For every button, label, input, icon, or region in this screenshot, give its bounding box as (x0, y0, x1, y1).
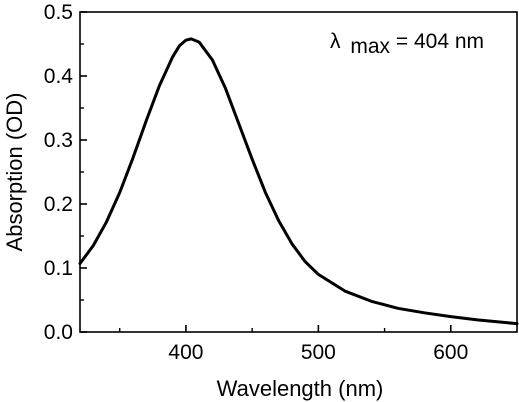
y-tick-label: 0.1 (44, 257, 73, 280)
x-tick-label: 500 (301, 341, 336, 364)
lambda-symbol: λ (330, 30, 341, 53)
lambda-subscript: max (350, 35, 390, 58)
y-tick-label: 0.2 (44, 193, 73, 216)
x-tick-label: 600 (433, 341, 468, 364)
x-axis-ticks: 400 500 600 (119, 325, 468, 364)
lambda-value: = 404 nm (396, 30, 484, 53)
lambda-max-annotation: λ max = 404 nm (330, 30, 484, 58)
plot-frame (79, 11, 518, 333)
y-axis-label: Absorption (OD) (2, 93, 27, 252)
x-axis-label: Wavelength (nm) (217, 376, 384, 401)
y-tick-label: 0.4 (44, 65, 74, 88)
x-tick-label: 400 (168, 341, 203, 364)
absorption-curve (78, 37, 519, 326)
y-tick-label: 0.0 (44, 321, 73, 344)
y-tick-label: 0.5 (44, 1, 73, 24)
y-axis-ticks: 0.0 0.1 0.2 0.3 0.4 0.5 (44, 1, 87, 344)
y-tick-label: 0.3 (44, 129, 73, 152)
